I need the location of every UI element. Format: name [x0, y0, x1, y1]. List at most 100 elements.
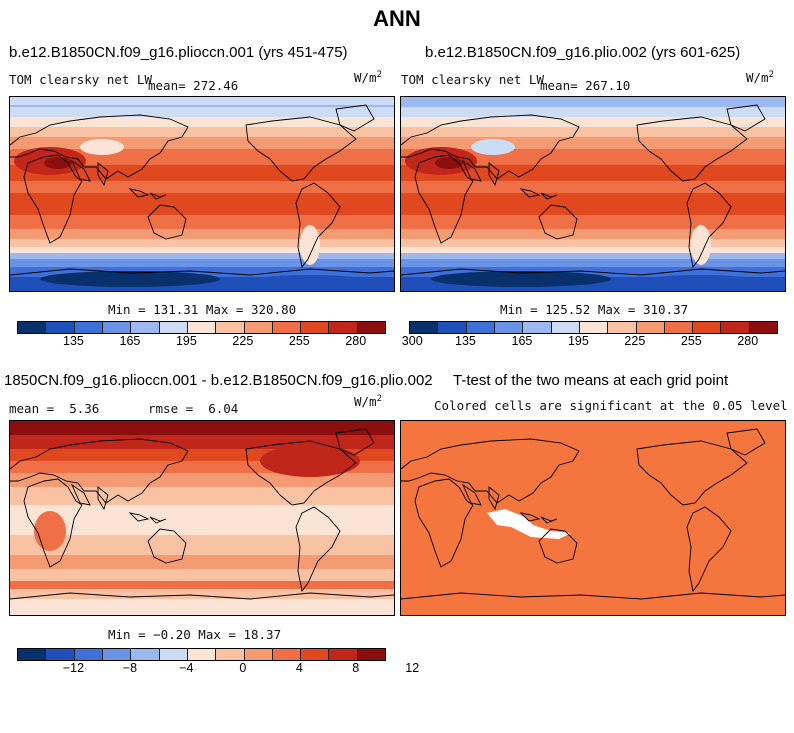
- coastline: [147, 528, 187, 564]
- field-arctic: [401, 97, 785, 105]
- colorbar-swatch: [636, 322, 665, 333]
- field-hotspot: [34, 511, 66, 551]
- coastline: [414, 154, 474, 244]
- colorbar-swatch: [693, 322, 722, 333]
- colorbar-tick-label: 4: [295, 661, 303, 675]
- mean-top-right: mean= 267.10: [540, 78, 631, 93]
- field-antarctic: [431, 271, 611, 287]
- colorbar-swatch: [244, 322, 273, 333]
- colorbar-swatch: [664, 322, 694, 333]
- field-band: [10, 253, 394, 259]
- colorbar-swatch: [551, 322, 580, 333]
- field-band: [10, 487, 394, 505]
- minmax-top-left: Min = 131.31 Max = 320.80: [108, 302, 297, 317]
- field-band: [401, 259, 785, 267]
- coastline: [335, 104, 375, 132]
- minmax-top-right: Min = 125.52 Max = 310.37: [500, 302, 689, 317]
- mean-bottom-left: mean = 5.36: [9, 401, 100, 416]
- colorbar-swatch: [494, 322, 524, 333]
- colorbar-swatch: [159, 322, 188, 333]
- coastline: [519, 188, 541, 198]
- colorbar-swatch: [46, 322, 75, 333]
- panel-title-top-left: b.e12.B1850CN.f09_g16.plioccn.001 (yrs 4…: [9, 44, 348, 61]
- var-label-top-left: TOM clearsky net LW: [9, 72, 152, 87]
- field-band: [10, 127, 394, 137]
- field-band: [10, 555, 394, 569]
- coastline: [636, 116, 748, 182]
- coastline: [488, 162, 500, 187]
- colorbar-tick-label: −4: [179, 661, 194, 675]
- coastline: [401, 438, 580, 504]
- colorbar-swatch: [244, 649, 273, 660]
- colorbar-tick-label: 0: [239, 661, 247, 675]
- field-coolspot: [471, 139, 515, 155]
- coastline: [10, 114, 189, 180]
- rmse-bottom-left: rmse = 6.04: [148, 401, 239, 416]
- colorbar-tick-label: 135: [63, 334, 84, 348]
- field-coolspot: [300, 225, 320, 265]
- colorbar-tick-label: −8: [122, 661, 138, 675]
- var-label-top-right: TOM clearsky net LW: [401, 72, 544, 87]
- field-hotspot: [260, 445, 360, 477]
- field-band: [10, 107, 394, 117]
- colorbar-swatch: [74, 322, 103, 333]
- mean-top-left: mean= 272.46: [148, 78, 239, 93]
- field-band: [401, 137, 785, 149]
- field-band: [10, 581, 394, 589]
- colorbar-tick-label: 195: [175, 334, 197, 348]
- minmax-bottom-left: Min = −0.20 Max = 18.37: [108, 627, 282, 642]
- coastline: [97, 486, 109, 511]
- colorbar-tick-label: 300: [401, 334, 423, 348]
- field-band: [10, 137, 394, 149]
- coastline: [726, 104, 766, 132]
- field-band: [10, 421, 394, 435]
- map-bottom-left: [9, 420, 395, 616]
- coastline: [149, 192, 167, 200]
- colorbar-swatch: [216, 649, 245, 660]
- figure-title: ANN: [373, 6, 421, 31]
- coastline: [401, 114, 580, 180]
- field-band: [10, 117, 394, 127]
- field-band: [401, 193, 785, 215]
- colorbar-swatch: [18, 649, 47, 660]
- field-band: [401, 253, 785, 259]
- colorbar-swatch: [438, 322, 467, 333]
- map-top-right: [400, 96, 786, 292]
- colorbar-swatch: [329, 322, 358, 333]
- coastline: [401, 268, 785, 276]
- colorbar-tick-label: 255: [680, 334, 702, 348]
- units-top-right: W/m2: [746, 70, 774, 86]
- panel-title-bottom-right: T-test of the two means at each grid poi…: [453, 372, 729, 389]
- colorbar-tick-label: 12: [405, 661, 420, 675]
- coastline: [245, 116, 357, 182]
- colorbar-tick-label: 195: [567, 334, 589, 348]
- coastline: [686, 182, 732, 269]
- coastline: [295, 506, 341, 593]
- field-arctic: [10, 97, 394, 105]
- coastline: [726, 428, 766, 456]
- coastline: [461, 483, 482, 506]
- field-band: [401, 117, 785, 127]
- field-coolspot: [80, 139, 124, 155]
- colorbar-swatch: [74, 649, 103, 660]
- field-band: [10, 589, 394, 599]
- map-bottom-right: [400, 420, 786, 616]
- field-antarctic: [40, 271, 220, 287]
- field-antarctic: [641, 275, 761, 287]
- colorbar-swatch: [102, 322, 132, 333]
- colorbar-swatch: [608, 322, 637, 333]
- colorbar-tick-label: 225: [624, 334, 646, 348]
- field-band: [10, 247, 394, 253]
- panel-title-top-right: b.e12.B1850CN.f09_g16.plio.002 (yrs 601-…: [425, 44, 741, 61]
- colorbar-swatch: [131, 649, 160, 660]
- coastline: [538, 528, 578, 564]
- coastline: [488, 486, 500, 511]
- field-band: [401, 181, 785, 193]
- colorbar-tick-label: 225: [232, 334, 254, 348]
- field-band: [10, 193, 394, 215]
- colorbar-tick-label: 135: [455, 334, 476, 348]
- field-band: [401, 247, 785, 253]
- coastline: [538, 204, 578, 240]
- colorbar-swatch: [721, 322, 750, 333]
- colorbar-swatch: [272, 649, 302, 660]
